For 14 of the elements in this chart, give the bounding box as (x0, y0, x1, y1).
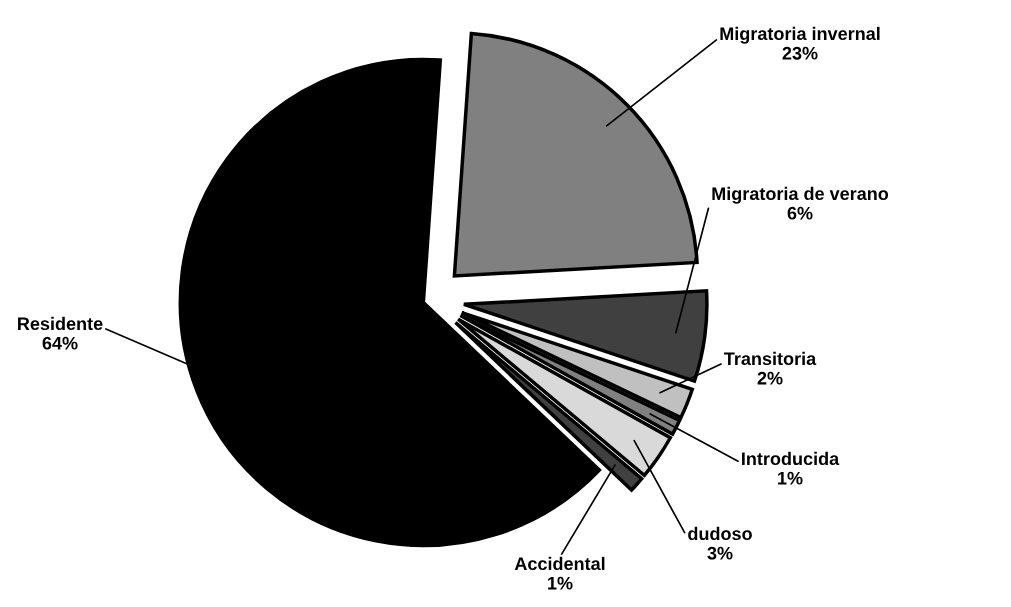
slice-label: Introducida (742, 451, 840, 466)
data-label: 3% (707, 546, 733, 560)
data-label: 64% (42, 336, 78, 350)
data-label: 6% (787, 206, 813, 220)
data-label: 1% (778, 471, 803, 485)
slice-label: Accidental (514, 556, 605, 571)
slice-label: Residente (18, 316, 103, 331)
data-label: 2% (757, 371, 783, 385)
data-label: 23% (782, 46, 818, 60)
slice-label: Migratoria de verano (712, 186, 889, 204)
data-label: 1% (548, 576, 573, 590)
slice-label: Migratoria invernal (720, 26, 880, 44)
slice-label: Transitoria (724, 351, 817, 366)
slice-label: dudoso (688, 526, 752, 541)
